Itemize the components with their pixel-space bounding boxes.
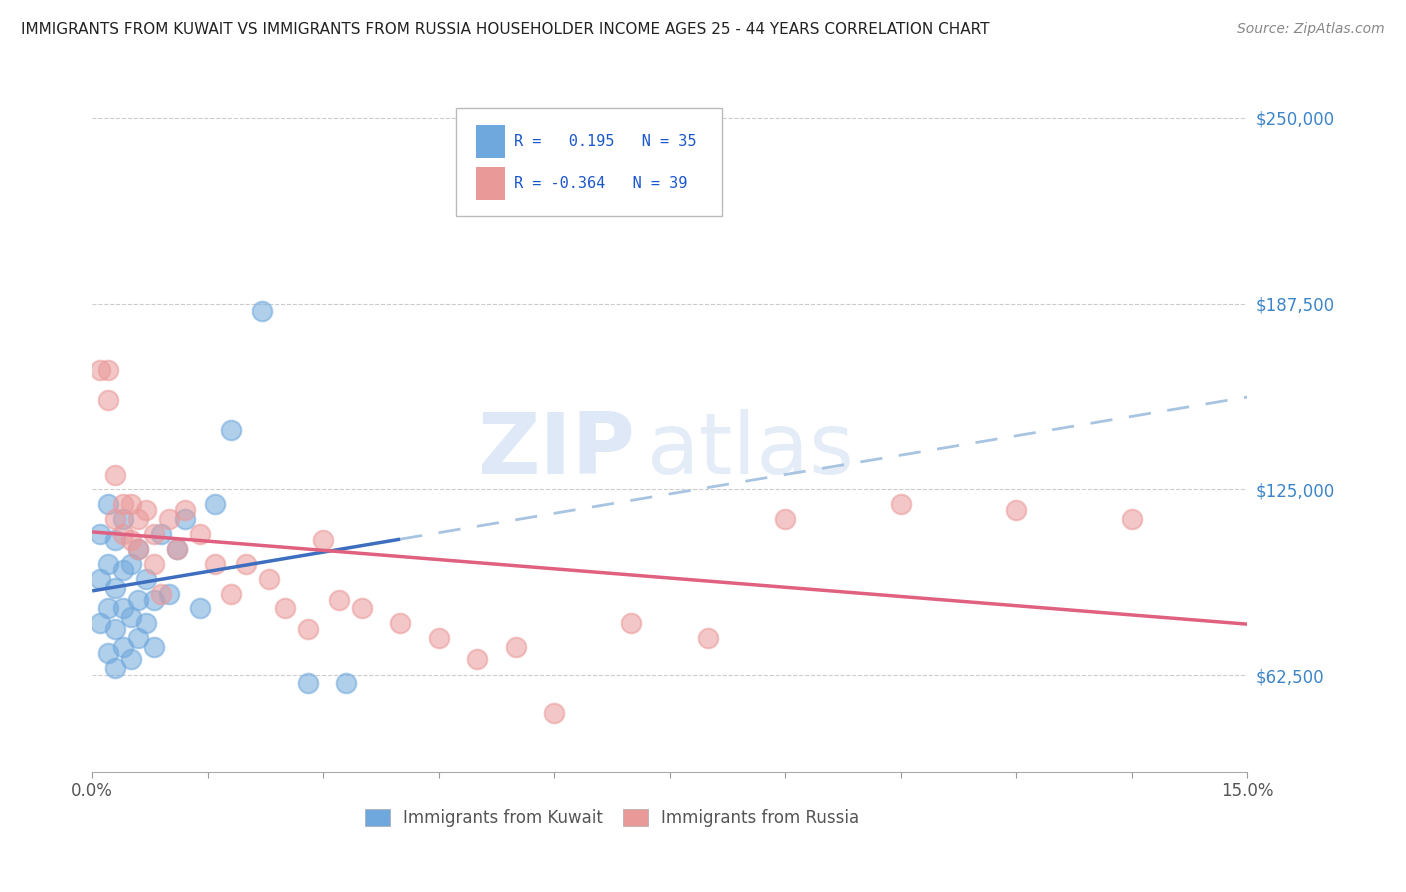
Point	[89, 527, 111, 541]
Point	[166, 541, 188, 556]
Point	[97, 393, 120, 408]
Point	[620, 616, 643, 631]
Point	[111, 527, 134, 541]
Point	[97, 601, 120, 615]
Point	[104, 622, 127, 636]
Point	[297, 675, 319, 690]
Point	[120, 557, 142, 571]
Text: ZIP: ZIP	[477, 409, 636, 492]
FancyBboxPatch shape	[456, 108, 721, 216]
Point	[543, 706, 565, 720]
Point	[135, 616, 157, 631]
Point	[773, 512, 796, 526]
Point	[235, 557, 257, 571]
Point	[127, 512, 149, 526]
Point	[111, 563, 134, 577]
Point	[127, 541, 149, 556]
Point	[97, 646, 120, 660]
Point	[427, 631, 450, 645]
Point	[104, 512, 127, 526]
Point	[111, 640, 134, 654]
Text: Source: ZipAtlas.com: Source: ZipAtlas.com	[1237, 22, 1385, 37]
Text: atlas: atlas	[647, 409, 855, 492]
Point	[1121, 512, 1143, 526]
Point	[312, 533, 335, 547]
Point	[188, 601, 211, 615]
Point	[297, 622, 319, 636]
Point	[104, 467, 127, 482]
Point	[120, 533, 142, 547]
Point	[150, 586, 173, 600]
Point	[273, 601, 295, 615]
Point	[111, 497, 134, 511]
Point	[188, 527, 211, 541]
FancyBboxPatch shape	[475, 125, 505, 158]
Point	[142, 640, 165, 654]
Point	[173, 512, 195, 526]
Point	[127, 631, 149, 645]
Point	[97, 557, 120, 571]
Point	[127, 541, 149, 556]
Point	[890, 497, 912, 511]
Point	[389, 616, 412, 631]
Point	[350, 601, 373, 615]
Text: R =   0.195   N = 35: R = 0.195 N = 35	[513, 134, 696, 149]
Point	[89, 616, 111, 631]
Point	[219, 423, 242, 437]
Point	[120, 497, 142, 511]
Point	[157, 586, 180, 600]
Point	[89, 572, 111, 586]
Point	[166, 541, 188, 556]
Point	[173, 503, 195, 517]
Point	[104, 661, 127, 675]
Point	[104, 581, 127, 595]
Point	[120, 652, 142, 666]
Point	[157, 512, 180, 526]
Point	[335, 675, 357, 690]
Point	[328, 592, 350, 607]
Point	[120, 610, 142, 624]
Point	[142, 592, 165, 607]
Point	[250, 304, 273, 318]
Text: IMMIGRANTS FROM KUWAIT VS IMMIGRANTS FROM RUSSIA HOUSEHOLDER INCOME AGES 25 - 44: IMMIGRANTS FROM KUWAIT VS IMMIGRANTS FRO…	[21, 22, 990, 37]
Point	[204, 497, 226, 511]
Point	[142, 527, 165, 541]
Point	[135, 503, 157, 517]
Point	[111, 512, 134, 526]
Point	[219, 586, 242, 600]
Point	[89, 363, 111, 377]
Point	[104, 533, 127, 547]
Point	[97, 497, 120, 511]
FancyBboxPatch shape	[475, 167, 505, 200]
Point	[111, 601, 134, 615]
Point	[135, 572, 157, 586]
Point	[697, 631, 720, 645]
Legend: Immigrants from Kuwait, Immigrants from Russia: Immigrants from Kuwait, Immigrants from …	[359, 802, 866, 834]
Point	[1005, 503, 1028, 517]
Point	[97, 363, 120, 377]
Point	[142, 557, 165, 571]
Point	[465, 652, 488, 666]
Point	[127, 592, 149, 607]
Text: R = -0.364   N = 39: R = -0.364 N = 39	[513, 176, 688, 191]
Point	[259, 572, 281, 586]
Point	[150, 527, 173, 541]
Point	[204, 557, 226, 571]
Point	[505, 640, 527, 654]
